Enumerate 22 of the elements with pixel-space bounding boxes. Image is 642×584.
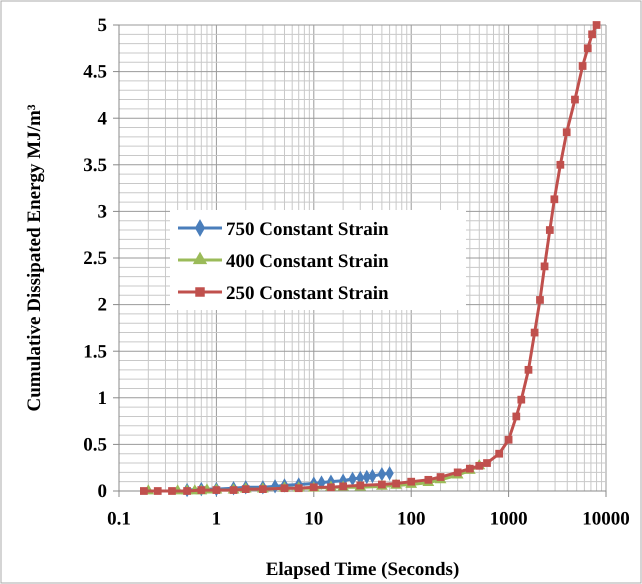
y-axis-title: Cumulative Dissipated Energy MJ/m³ <box>24 104 45 412</box>
y-tick-label: 1.5 <box>83 341 107 362</box>
y-tick-label: 2.5 <box>83 248 107 270</box>
x-tick-label: 0.1 <box>107 508 131 530</box>
legend-label: 250 Constant Strain <box>226 283 390 304</box>
x-tick-label: 10000 <box>582 508 630 530</box>
x-tick-label: 10 <box>304 508 324 530</box>
y-tick-label: 4.5 <box>83 62 107 83</box>
y-tick-label: 4 <box>98 108 108 130</box>
y-tick-label: 2 <box>98 294 107 316</box>
x-tick-label: 100 <box>396 508 426 530</box>
y-tick-label: 1 <box>98 388 107 409</box>
y-tick-label: 0 <box>98 481 107 502</box>
y-tick-label: 0.5 <box>83 434 107 456</box>
x-tick-label: 1 <box>212 508 222 530</box>
x-axis-title: Elapsed Time (Seconds) <box>266 559 460 580</box>
legend-label: 750 Constant Strain <box>226 219 390 240</box>
y-tick-label: 5 <box>98 15 107 36</box>
legend-label: 400 Constant Strain <box>226 251 390 272</box>
x-tick-label: 1000 <box>490 508 528 530</box>
y-tick-label: 3.5 <box>83 154 107 176</box>
y-tick-label: 3 <box>98 201 107 222</box>
